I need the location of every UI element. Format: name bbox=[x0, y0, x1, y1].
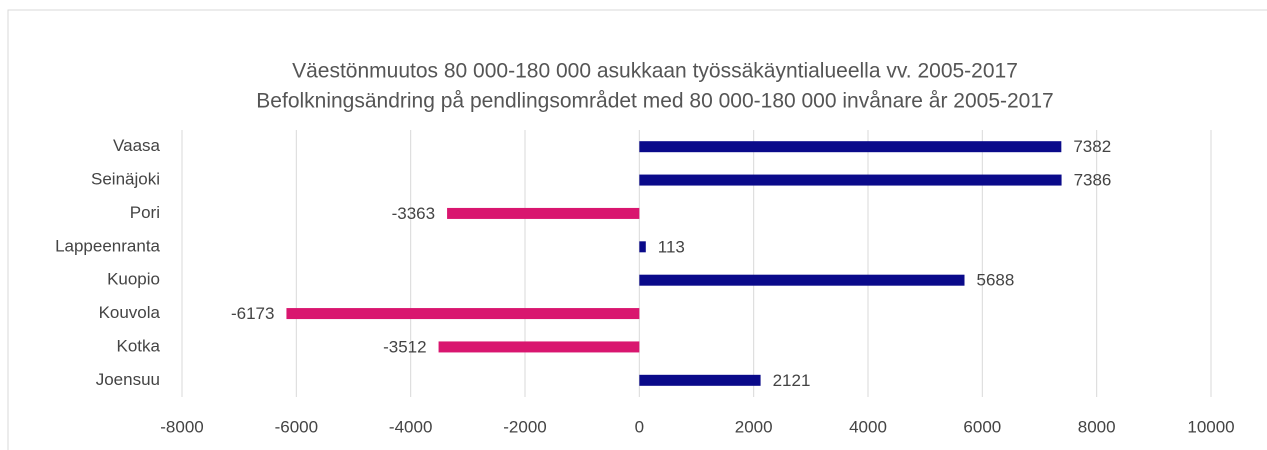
bar bbox=[438, 341, 640, 353]
bar bbox=[639, 241, 646, 253]
y-tick-label: Pori bbox=[130, 203, 160, 222]
bar bbox=[639, 174, 1062, 186]
value-label: -3363 bbox=[392, 204, 435, 223]
chart-subtitle: Befolkningsändring på pendlingsområdet m… bbox=[256, 90, 1053, 113]
y-tick-label: Kuopio bbox=[107, 270, 160, 289]
bar bbox=[286, 308, 640, 320]
chart-title: Väestönmuutos 80 000-180 000 asukkaan ty… bbox=[292, 60, 1018, 83]
x-tick-label: 2000 bbox=[735, 417, 773, 436]
bar bbox=[639, 274, 965, 286]
x-tick-label: -6000 bbox=[275, 417, 318, 436]
y-tick-label: Lappeenranta bbox=[55, 236, 160, 255]
x-tick-label: 0 bbox=[635, 417, 644, 436]
y-tick-label: Joensuu bbox=[96, 370, 160, 389]
x-tick-label: 10000 bbox=[1187, 417, 1234, 436]
value-label: 113 bbox=[658, 237, 685, 256]
x-tick-label: -2000 bbox=[503, 417, 546, 436]
y-tick-label: Vaasa bbox=[113, 136, 160, 155]
value-label: -3512 bbox=[383, 337, 426, 356]
value-label: 7386 bbox=[1074, 171, 1112, 190]
bar bbox=[639, 374, 761, 386]
y-tick-label: Kotka bbox=[117, 336, 161, 355]
bar bbox=[639, 141, 1062, 153]
x-tick-label: -4000 bbox=[389, 417, 432, 436]
bar bbox=[447, 207, 640, 219]
x-tick-label: 4000 bbox=[849, 417, 887, 436]
y-tick-label: Kouvola bbox=[99, 303, 161, 322]
value-label: 2121 bbox=[773, 371, 811, 390]
value-label: -6173 bbox=[231, 304, 274, 323]
x-tick-label: -8000 bbox=[160, 417, 203, 436]
value-label: 7382 bbox=[1073, 137, 1111, 156]
y-tick-label: Seinäjoki bbox=[91, 170, 160, 189]
value-label: 5688 bbox=[976, 271, 1014, 290]
chart-frame bbox=[7, 9, 1267, 450]
x-tick-label: 8000 bbox=[1078, 417, 1116, 436]
x-tick-label: 6000 bbox=[963, 417, 1001, 436]
